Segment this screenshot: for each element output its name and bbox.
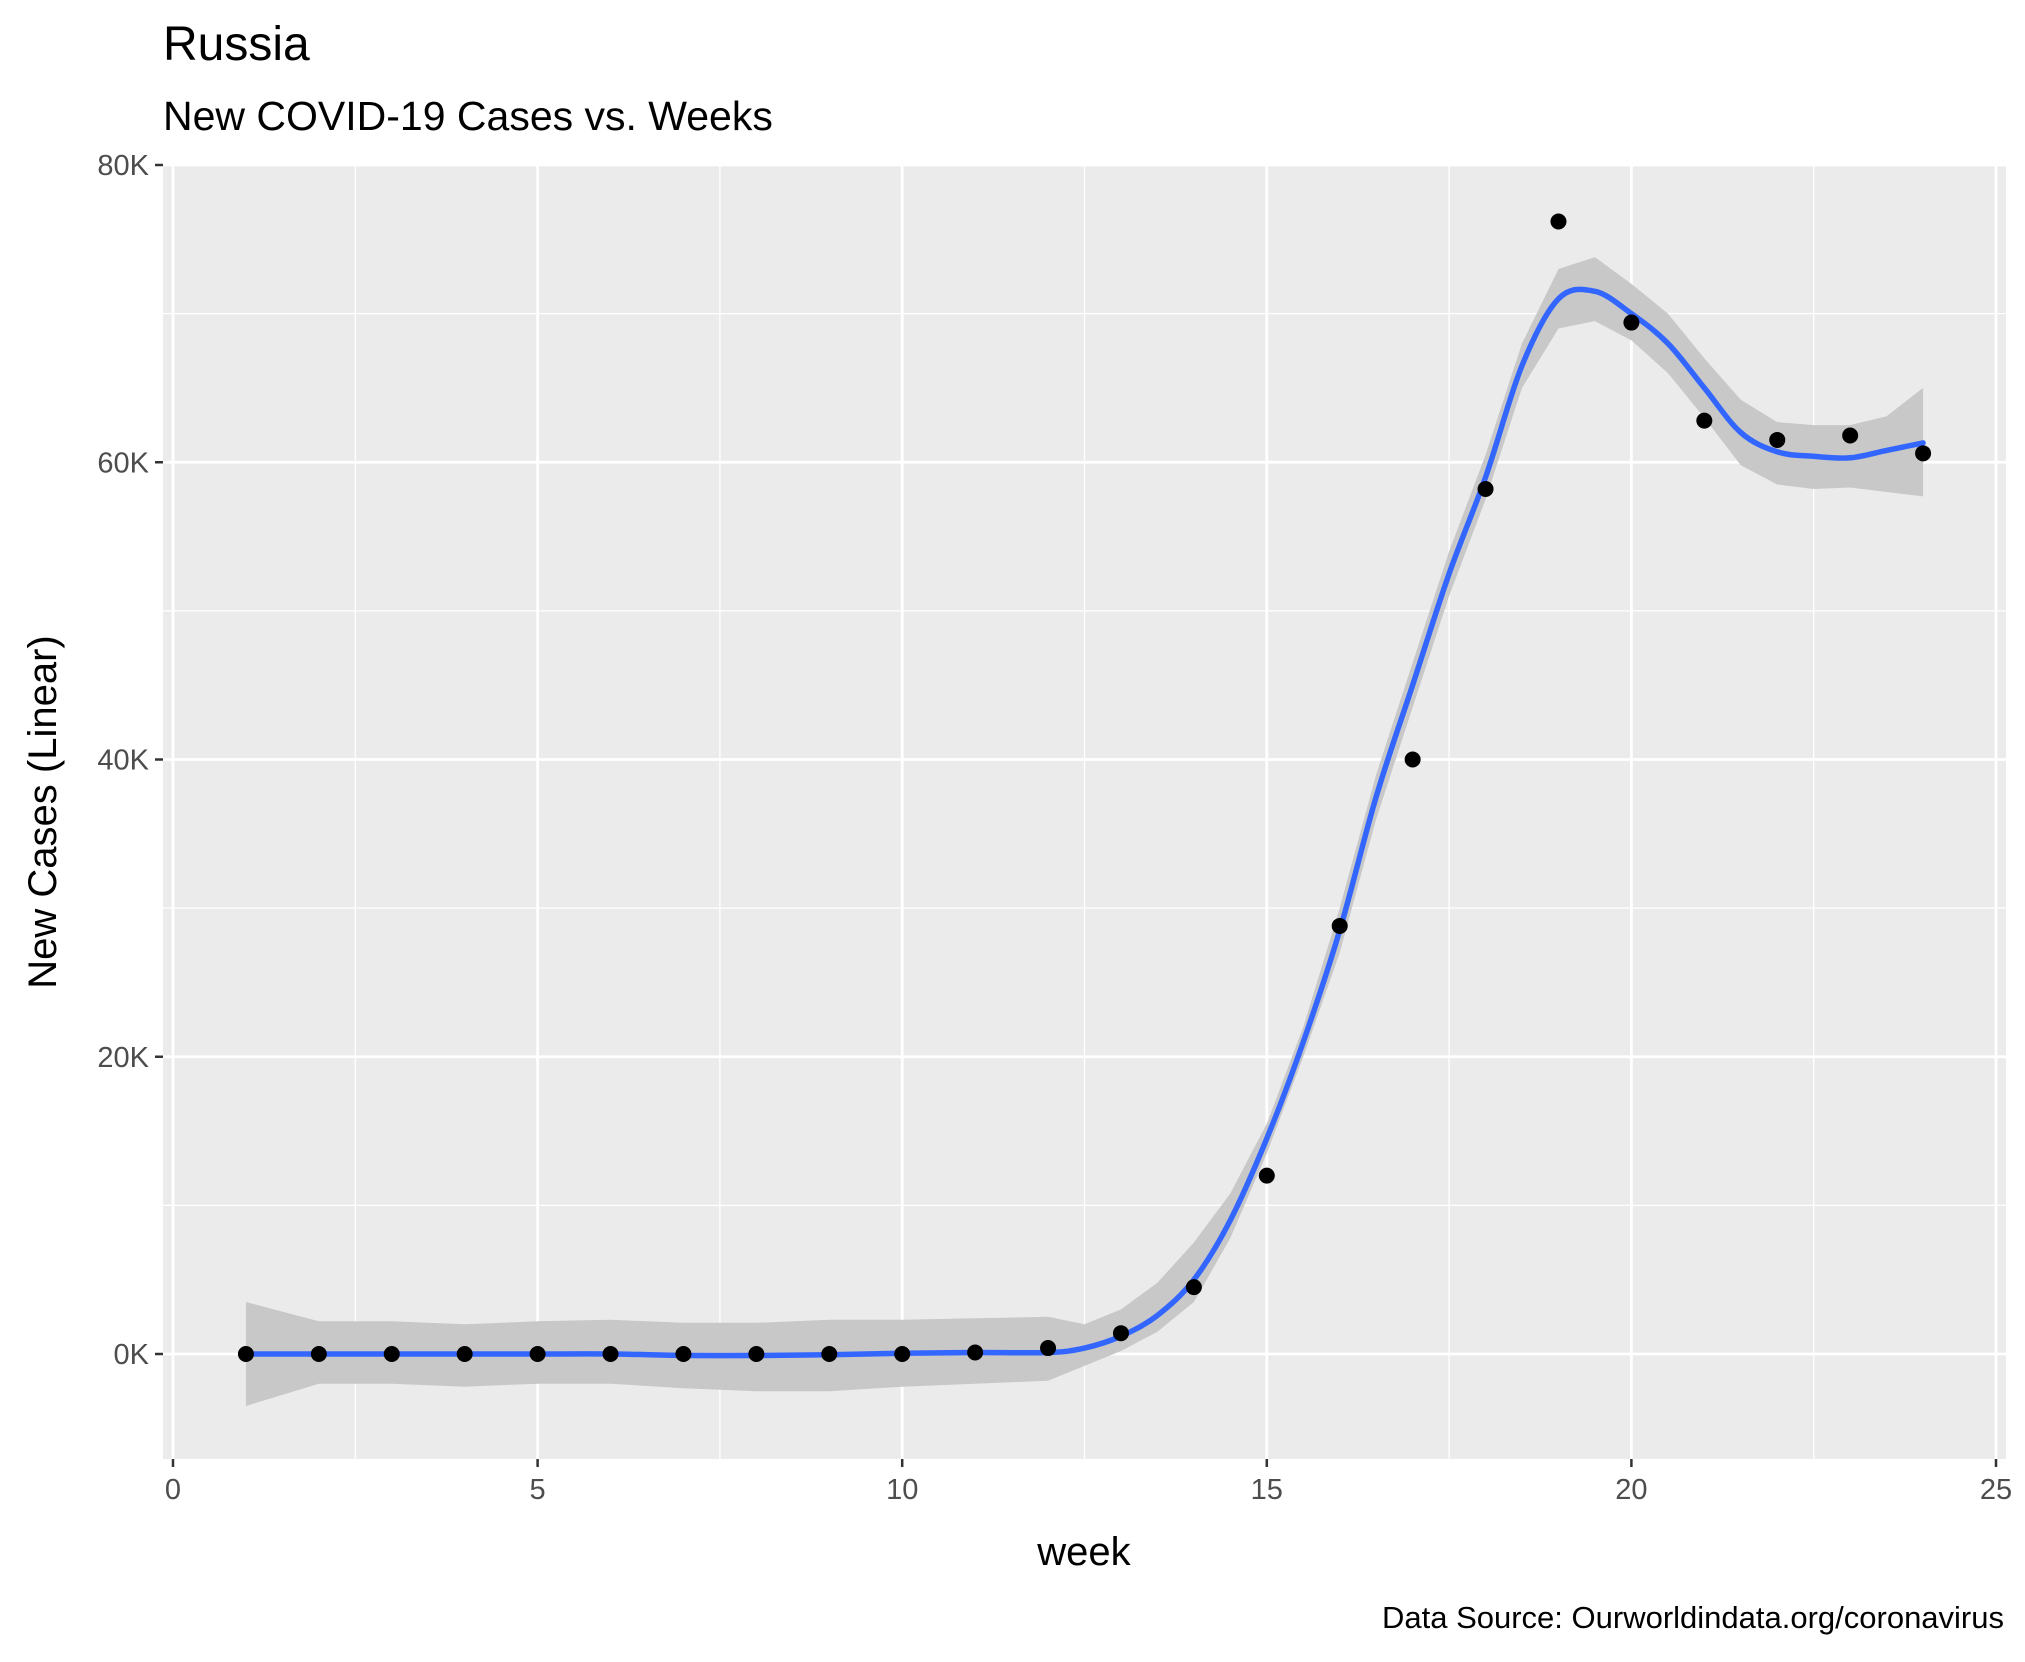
x-tick-label: 10 xyxy=(886,1474,918,1506)
chart-title: Russia xyxy=(163,18,310,71)
x-tick-label: 5 xyxy=(530,1474,546,1506)
data-point xyxy=(748,1346,765,1362)
y-tick-label: 40K xyxy=(97,745,149,777)
y-tick-label: 80K xyxy=(97,150,149,182)
data-point xyxy=(1258,1167,1275,1184)
x-tick-label: 0 xyxy=(165,1474,181,1506)
data-point xyxy=(1915,445,1932,462)
data-point xyxy=(456,1346,473,1362)
y-axis-title: New Cases (Linear) xyxy=(21,635,65,988)
x-tick-label: 20 xyxy=(1615,1474,1647,1506)
y-tick-label: 20K xyxy=(97,1042,149,1074)
data-point xyxy=(1040,1340,1057,1357)
data-point xyxy=(383,1346,400,1362)
data-point xyxy=(1477,481,1494,498)
data-point xyxy=(1550,213,1567,230)
x-axis-title: week xyxy=(1036,1530,1131,1574)
x-tick-label: 15 xyxy=(1251,1474,1283,1506)
data-point xyxy=(310,1346,327,1362)
y-tick-label: 60K xyxy=(97,447,149,479)
x-axis: 0 5 10 15 20 25 xyxy=(165,1459,2012,1506)
data-point xyxy=(1404,751,1421,768)
data-point xyxy=(1842,427,1859,444)
data-point xyxy=(237,1346,254,1362)
x-tick-label: 25 xyxy=(1980,1474,2012,1506)
data-point xyxy=(967,1344,984,1361)
chart-subtitle: New COVID-19 Cases vs. Weeks xyxy=(163,93,773,139)
data-point xyxy=(1112,1325,1129,1342)
data-point xyxy=(821,1346,838,1362)
y-axis: 0K 20K 40K 60K 80K xyxy=(97,150,163,1371)
data-point xyxy=(1769,431,1786,448)
points-layer xyxy=(237,213,1932,1362)
data-point xyxy=(529,1346,546,1362)
data-point xyxy=(602,1346,619,1362)
data-point xyxy=(894,1346,911,1362)
grid-minor xyxy=(163,165,2006,1459)
data-point xyxy=(1696,412,1713,429)
data-point xyxy=(1623,314,1640,331)
data-point xyxy=(1331,917,1348,934)
data-source-caption: Data Source: Ourworldindata.org/coronavi… xyxy=(1382,1600,2004,1635)
y-tick-label: 0K xyxy=(114,1339,150,1371)
data-point xyxy=(1185,1279,1202,1296)
data-point xyxy=(675,1346,692,1362)
